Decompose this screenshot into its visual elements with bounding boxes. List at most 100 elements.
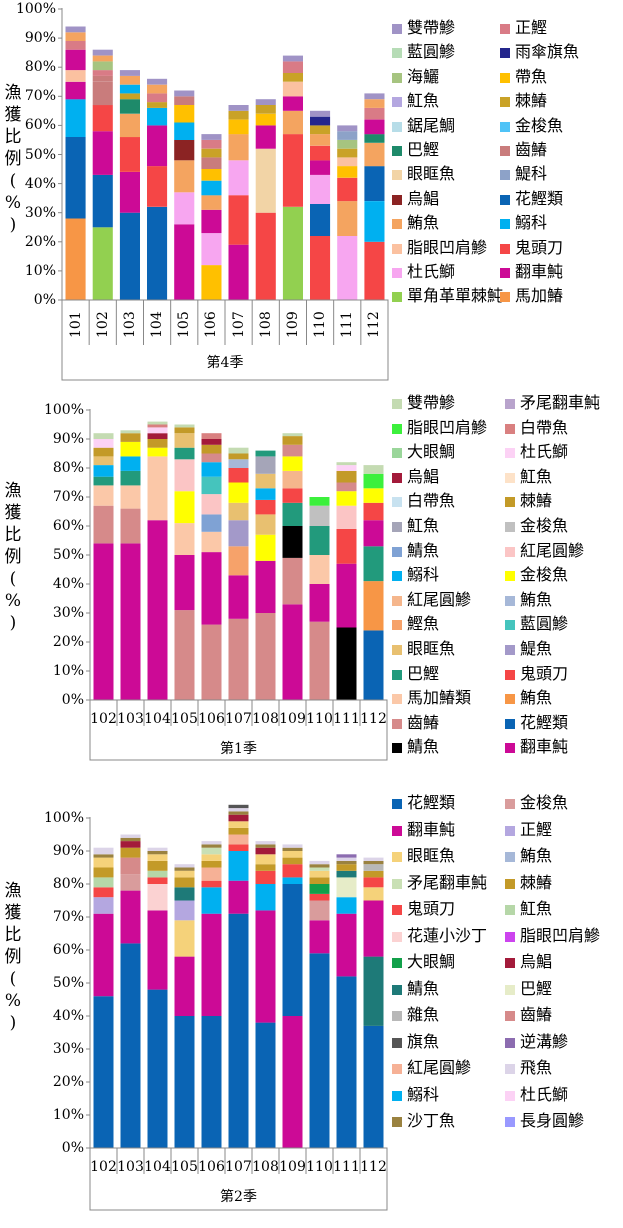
- legend-item: 大眼鯛: [392, 952, 455, 972]
- bar-segment: [255, 613, 276, 700]
- bar-segment: [337, 131, 358, 140]
- bar-segment: [120, 847, 141, 858]
- legend-label: 烏鯧: [407, 188, 440, 208]
- legend-swatch: [505, 423, 515, 434]
- legend-label: 棘鰆: [520, 491, 553, 511]
- bar-segment: [92, 105, 113, 132]
- bar-segment: [65, 41, 86, 50]
- legend-item: 棘鰆: [505, 873, 552, 893]
- legend-item: 花鰹類: [505, 713, 568, 733]
- bar-segment: [336, 465, 357, 471]
- bar-segment: [201, 1016, 222, 1148]
- legend-swatch: [392, 1011, 402, 1021]
- bar-segment: [336, 897, 357, 914]
- bar-segment: [310, 204, 331, 236]
- bar-segment: [147, 84, 168, 94]
- bar-segment: [228, 851, 249, 881]
- legend-label: 杜氏鰤: [520, 1084, 569, 1104]
- bar-segment: [337, 236, 358, 300]
- legend-label: 鮪魚: [520, 688, 553, 708]
- legend-swatch: [505, 645, 515, 655]
- bar-segment: [337, 125, 358, 132]
- bar-segment: [201, 209, 222, 234]
- legend-label: 鰯科: [407, 1084, 440, 1104]
- x-tick-label: 107: [225, 711, 252, 727]
- legend-label: 花鰹類: [520, 712, 569, 732]
- bar-segment: [310, 116, 331, 126]
- x-tick-label: 112: [360, 711, 387, 727]
- legend-item: 金梭魚: [505, 793, 568, 813]
- legend-swatch: [505, 825, 515, 836]
- bar-segment: [65, 137, 86, 219]
- legend-label: 翻車魨: [515, 262, 564, 281]
- bar-segment: [309, 860, 330, 865]
- bar-segment: [228, 913, 249, 1148]
- bar-segment: [228, 880, 249, 914]
- legend-swatch: [500, 243, 510, 254]
- legend-item: 鯖魚: [392, 979, 439, 999]
- bar-segment: [174, 90, 195, 97]
- bar-segment: [201, 887, 222, 914]
- legend-swatch: [505, 905, 515, 915]
- bar-segment: [282, 206, 303, 300]
- y-tick-label: 10%: [52, 1107, 84, 1123]
- bar-segment: [174, 459, 195, 492]
- x-tick-label: 108: [252, 711, 279, 727]
- bar-segment: [201, 148, 222, 158]
- legend-item: 藍圓鰺: [505, 614, 568, 634]
- bar-segment: [201, 195, 222, 210]
- bar-segment: [282, 61, 303, 73]
- legend-item: 鮪魚: [392, 213, 439, 233]
- bar-segment: [201, 439, 222, 445]
- y-tick-label: 90%: [52, 431, 84, 447]
- legend-swatch: [392, 1037, 402, 1048]
- legend-swatch: [392, 472, 402, 483]
- x-tick-label: 106: [198, 1159, 225, 1175]
- bar-segment: [93, 897, 114, 914]
- legend-item: 長身圓鰺: [505, 1111, 584, 1131]
- legend-swatch: [392, 931, 402, 942]
- bar-segment: [147, 847, 168, 851]
- y-tick-label: 20%: [24, 233, 56, 250]
- bar-segment: [174, 900, 195, 921]
- bar-segment: [174, 870, 195, 878]
- bar-segment: [282, 81, 303, 97]
- legend-item: 沙丁魚: [392, 1111, 455, 1131]
- bar-segment: [174, 920, 195, 957]
- bar-segment: [228, 244, 249, 300]
- bar-segment: [201, 624, 222, 700]
- legend-item: 白帶魚: [505, 418, 568, 438]
- bar-segment: [255, 910, 276, 1023]
- bar-segment: [147, 456, 168, 521]
- y-tick-label: 70%: [52, 909, 84, 925]
- legend-swatch: [500, 268, 510, 278]
- bar-segment: [174, 433, 195, 448]
- legend-swatch: [505, 448, 515, 459]
- bar-segment: [147, 427, 168, 434]
- x-tick-label: 109: [284, 311, 301, 338]
- bar-segment: [93, 433, 114, 439]
- legend-swatch: [505, 1011, 515, 1021]
- x-tick-label: 104: [144, 711, 171, 727]
- bar-segment: [309, 867, 330, 871]
- legend-swatch: [505, 399, 515, 409]
- legend-swatch: [392, 799, 402, 809]
- bar-segment: [65, 26, 86, 33]
- legend-label: 鬼頭刀: [520, 663, 569, 683]
- legend-item: 鯷魚: [505, 639, 552, 659]
- legend-label: 馬加鰆: [515, 286, 564, 306]
- x-tick-label: 102: [94, 311, 111, 338]
- bar-segment: [228, 618, 249, 700]
- bar-segment: [228, 105, 249, 111]
- legend-item: 正鰹: [505, 820, 552, 840]
- legend-item: 棘鰆: [505, 491, 552, 511]
- bar-segment: [120, 441, 141, 457]
- legend-item: 大眼鯛: [392, 442, 455, 462]
- x-tick-label: 112: [366, 311, 383, 338]
- legend-item: 魟魚: [392, 91, 439, 111]
- bar-segment: [363, 465, 384, 474]
- bar-segment: [201, 531, 222, 553]
- legend-label: 齒鰆: [515, 140, 548, 159]
- legend-item: 棘鰆: [500, 91, 547, 111]
- bar-segment: [282, 844, 303, 848]
